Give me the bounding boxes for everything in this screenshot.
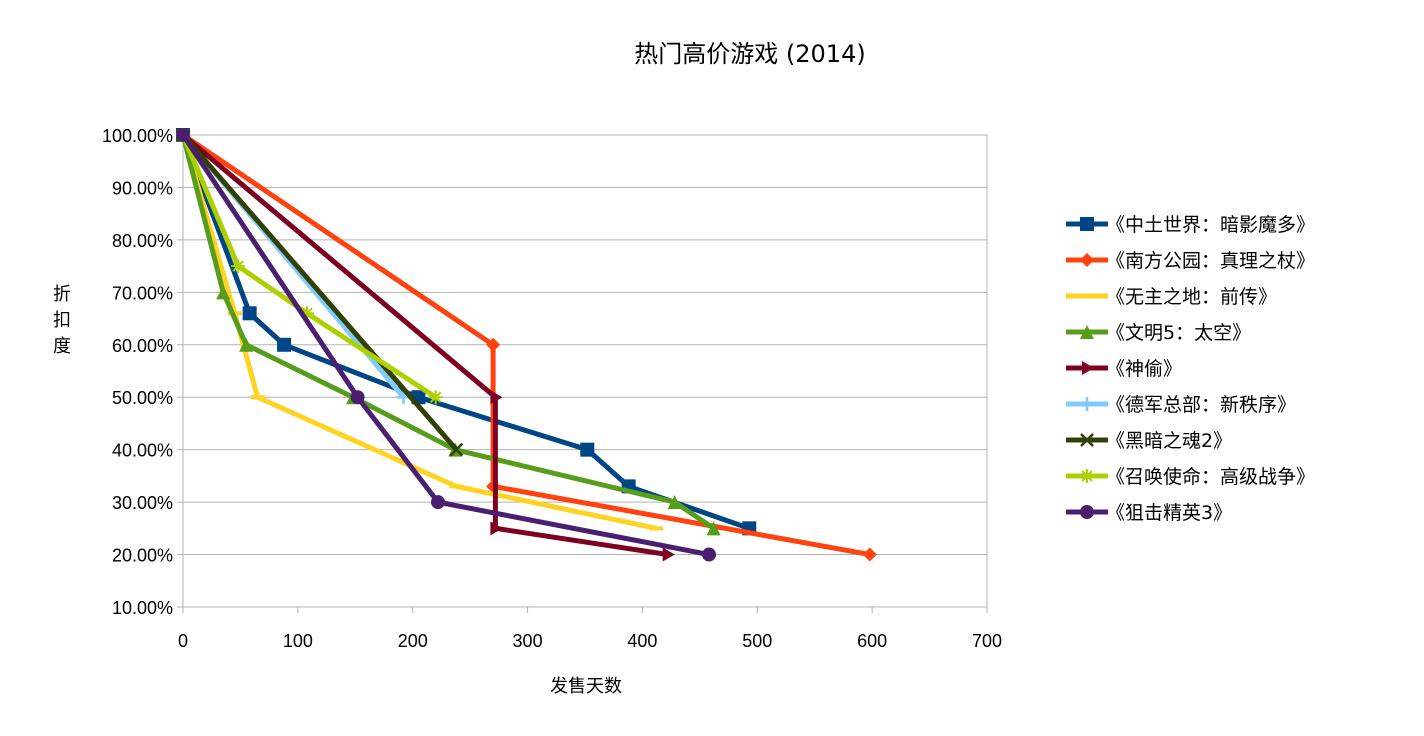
data-point [649,526,664,531]
data-point [667,495,682,510]
plot-area [182,134,988,608]
legend-label: 《黑暗之魂2》 [1106,430,1232,452]
x-axis-label: 发售天数 [550,676,622,697]
data-point [1080,217,1094,231]
y-tick-label: 10.00% [112,598,173,618]
x-tick-label: 100 [283,631,313,651]
data-point [1080,325,1094,339]
series [176,128,721,536]
data-point [1080,397,1094,411]
legend-item: 《南方公园：真理之杖》 [1066,250,1315,272]
legend-item: 《文明5：太空》 [1066,322,1251,344]
x-tick-label: 0 [178,631,188,651]
data-point [449,442,464,457]
data-point [706,521,721,536]
series-line [180,134,438,400]
series [176,128,717,562]
x-tick-label: 500 [742,631,772,651]
y-tick-label: 50.00% [112,388,173,408]
legend-label: 《狙击精英3》 [1106,502,1232,524]
y-tick-label: 90.00% [112,178,173,198]
legend-item: 《狙击精英3》 [1066,502,1232,524]
series-line [181,133,669,558]
data-point [1080,469,1094,483]
data-point [277,337,292,352]
series-layer [176,128,877,562]
legend-item: 《无主之地：前传》 [1066,286,1277,308]
y-tick-label: 80.00% [112,231,173,251]
y-tick-label: 60.00% [112,336,173,356]
data-point [231,259,246,274]
series-line [181,133,459,452]
data-point [862,547,877,562]
data-point [449,484,464,489]
legend-label: 《召唤使命：高级战争》 [1106,466,1315,488]
y-tick-label: 20.00% [112,546,173,566]
legend-label: 《无主之地：前传》 [1106,286,1277,308]
legend-item: 《中土世界：暗影魔多》 [1066,214,1315,236]
axes: 100.00% 90.00% 80.00% 70.00% 60.00% 50.00% 40.… [102,126,1002,651]
chart-title: 热门高价游戏 (2014) [634,40,865,68]
series-line [180,133,710,558]
x-tick-label: 400 [627,631,657,651]
x-tick-label: 700 [972,631,1002,651]
legend-item: 《德军总部：新秩序》 [1066,394,1296,416]
data-point [239,337,254,352]
series-line [180,134,716,531]
x-tick-label: 600 [857,631,887,651]
data-point [1080,505,1094,519]
data-point [242,306,257,321]
data-point [1080,294,1094,298]
data-point [702,547,717,562]
data-point [216,285,231,300]
data-point [430,495,445,510]
data-point [300,306,315,321]
data-point [490,390,503,405]
x-tick-label: 200 [398,631,428,651]
legend-label: 《文明5：太空》 [1106,322,1251,344]
y-axis-label: 折扣度 [53,284,71,357]
data-point [250,395,265,400]
legend-label: 《中土世界：暗影魔多》 [1106,214,1315,236]
data-point [580,442,595,457]
legend-label: 《神偷》 [1106,358,1182,380]
x-tick-label: 300 [513,631,543,651]
data-point [1080,253,1094,267]
legend-item: 《召唤使命：高级战争》 [1066,466,1315,488]
legend-item: 《黑暗之魂2》 [1066,430,1232,452]
y-tick-label: 100.00% [102,126,173,146]
legend-label: 《南方公园：真理之杖》 [1106,250,1315,272]
data-point [428,390,443,405]
data-point [1082,361,1094,375]
legend-item: 《神偷》 [1066,358,1182,380]
y-tick-label: 40.00% [112,441,173,461]
y-tick-label: 30.00% [112,493,173,513]
legend: 《中土世界：暗影魔多》《南方公园：真理之杖》《无主之地：前传》《文明5：太空》《… [1066,214,1315,524]
data-point [350,390,365,405]
legend-label: 《德军总部：新秩序》 [1106,394,1296,416]
data-point [176,128,190,142]
y-tick-label: 70.00% [112,283,173,303]
data-point [490,521,503,536]
data-point [662,547,675,562]
data-point [1080,433,1094,447]
data-point [486,337,501,352]
